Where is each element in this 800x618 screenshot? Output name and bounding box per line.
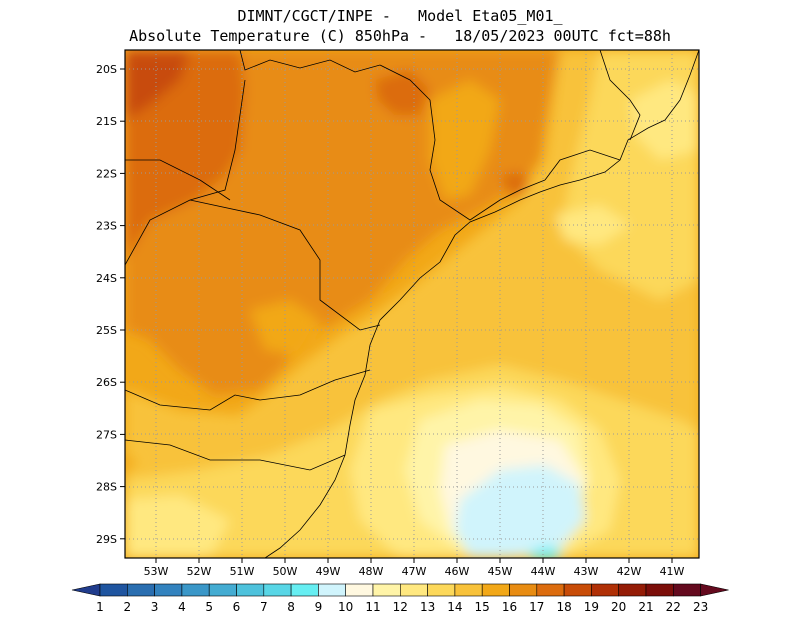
lat-tick-label: 22S xyxy=(96,167,117,180)
lon-tick-label: 44W xyxy=(531,565,556,578)
lon-tick-label: 47W xyxy=(402,565,427,578)
colorbar-label: 9 xyxy=(315,600,323,614)
state-border-mg-es xyxy=(599,50,641,141)
colorbar-swatch xyxy=(263,583,292,597)
map-title-line1: DIMNT/CGCT/INPE - Model Eta05_M01_ xyxy=(237,7,563,25)
colorbar-label: 8 xyxy=(287,600,295,614)
lat-tick-label: 20S xyxy=(96,63,117,76)
lon-tick-label: 52W xyxy=(187,565,212,578)
colorbar-arrow-right xyxy=(700,583,729,597)
colorbar-label: 3 xyxy=(151,600,159,614)
lon-tick-label: 46W xyxy=(445,565,470,578)
colorbar-label: 23 xyxy=(693,600,708,614)
colorbar-swatch xyxy=(481,583,510,597)
colorbar-swatch xyxy=(618,583,647,597)
colorbar-swatch xyxy=(236,583,265,597)
lat-tick-label: 23S xyxy=(96,220,117,233)
colorbar-label: 22 xyxy=(666,600,681,614)
graticule xyxy=(125,50,699,558)
colorbar-arrow-left xyxy=(71,583,101,597)
colorbar-label: 1 xyxy=(96,600,104,614)
colorbar-label: 19 xyxy=(584,600,599,614)
colorbar-swatch xyxy=(591,583,620,597)
colorbar-swatch xyxy=(99,583,128,597)
colorbar-label: 12 xyxy=(393,600,408,614)
colorbar-swatch xyxy=(454,583,483,597)
colorbar-label: 18 xyxy=(556,600,571,614)
colorbar-label: 6 xyxy=(233,600,241,614)
colorbar-swatch xyxy=(318,583,346,597)
colorbar-swatch xyxy=(127,583,155,597)
colorbar-label: 4 xyxy=(178,600,186,614)
colorbar-swatch xyxy=(563,583,592,597)
colorbar-swatch xyxy=(509,583,538,597)
coastline xyxy=(264,50,699,558)
colorbar-swatch xyxy=(154,583,183,597)
colorbar-label: 13 xyxy=(420,600,435,614)
state-border-sp xyxy=(125,79,381,331)
colorbar-swatch xyxy=(536,583,565,597)
lon-tick-label: 45W xyxy=(488,565,513,578)
lon-tick-label: 51W xyxy=(230,565,255,578)
lat-tick-label: 21S xyxy=(96,115,117,128)
colorbar-swatch xyxy=(345,583,374,597)
colorbar-label: 11 xyxy=(365,600,380,614)
colorbar-label: 10 xyxy=(338,600,353,614)
map-frame xyxy=(124,49,700,559)
colorbar-label: 7 xyxy=(260,600,268,614)
state-border-ms xyxy=(125,159,231,201)
colorbar-label: 20 xyxy=(611,600,626,614)
lat-tick-label: 29S xyxy=(96,533,117,546)
lat-tick-label: 25S xyxy=(96,324,117,337)
colorbar-swatch xyxy=(290,583,319,597)
colorbar-swatch xyxy=(181,583,210,597)
colorbar-swatch xyxy=(372,583,401,597)
lon-tick-label: 49W xyxy=(316,565,341,578)
lat-tick-label: 26S xyxy=(96,376,117,389)
lat-tick-label: 24S xyxy=(96,272,117,285)
lon-tick-label: 41W xyxy=(660,565,685,578)
longitude-tick-labels: 53W 52W 51W 50W 49W 48W 47W 46W 45W 44W 43W 42W 41W xyxy=(144,558,685,578)
colorbar-label: 17 xyxy=(529,600,544,614)
lon-tick-label: 42W xyxy=(617,565,642,578)
colorbar-swatch xyxy=(399,583,428,597)
colorbar-label: 14 xyxy=(447,600,462,614)
map-title-line2: Absolute Temperature (C) 850hPa - 18/05/… xyxy=(129,27,671,45)
lon-tick-label: 50W xyxy=(273,565,298,578)
temperature-field xyxy=(125,50,699,558)
colorbar-label: 15 xyxy=(475,600,490,614)
lon-tick-label: 53W xyxy=(144,565,169,578)
colorbar-swatch xyxy=(645,583,674,597)
colorbar-swatch xyxy=(672,583,701,597)
colorbar-swatch xyxy=(208,583,237,597)
colorbar-label: 16 xyxy=(502,600,517,614)
colorbar-label: 21 xyxy=(638,600,653,614)
colorbar-label: 2 xyxy=(123,600,131,614)
lat-tick-label: 27S xyxy=(96,428,117,441)
lon-tick-label: 43W xyxy=(574,565,599,578)
state-border-pr-sc xyxy=(125,369,371,411)
colorbar: 1 2 3 4 5 6 7 8 9 10 11 12 13 14 15 16 17 18 19 20 21 22 23 xyxy=(71,583,729,614)
latitude-tick-labels: 20S 21S 22S 23S 24S 25S 26S 27S 28S 29S xyxy=(96,63,125,546)
coastline-and-borders xyxy=(125,50,699,558)
state-border-rj xyxy=(544,149,621,181)
colorbar-swatch xyxy=(427,583,456,597)
colorbar-label: 5 xyxy=(205,600,213,614)
state-border-sc-rs xyxy=(125,439,346,471)
lon-tick-label: 48W xyxy=(359,565,384,578)
lat-tick-label: 28S xyxy=(96,481,117,494)
state-border-mg xyxy=(239,50,546,221)
